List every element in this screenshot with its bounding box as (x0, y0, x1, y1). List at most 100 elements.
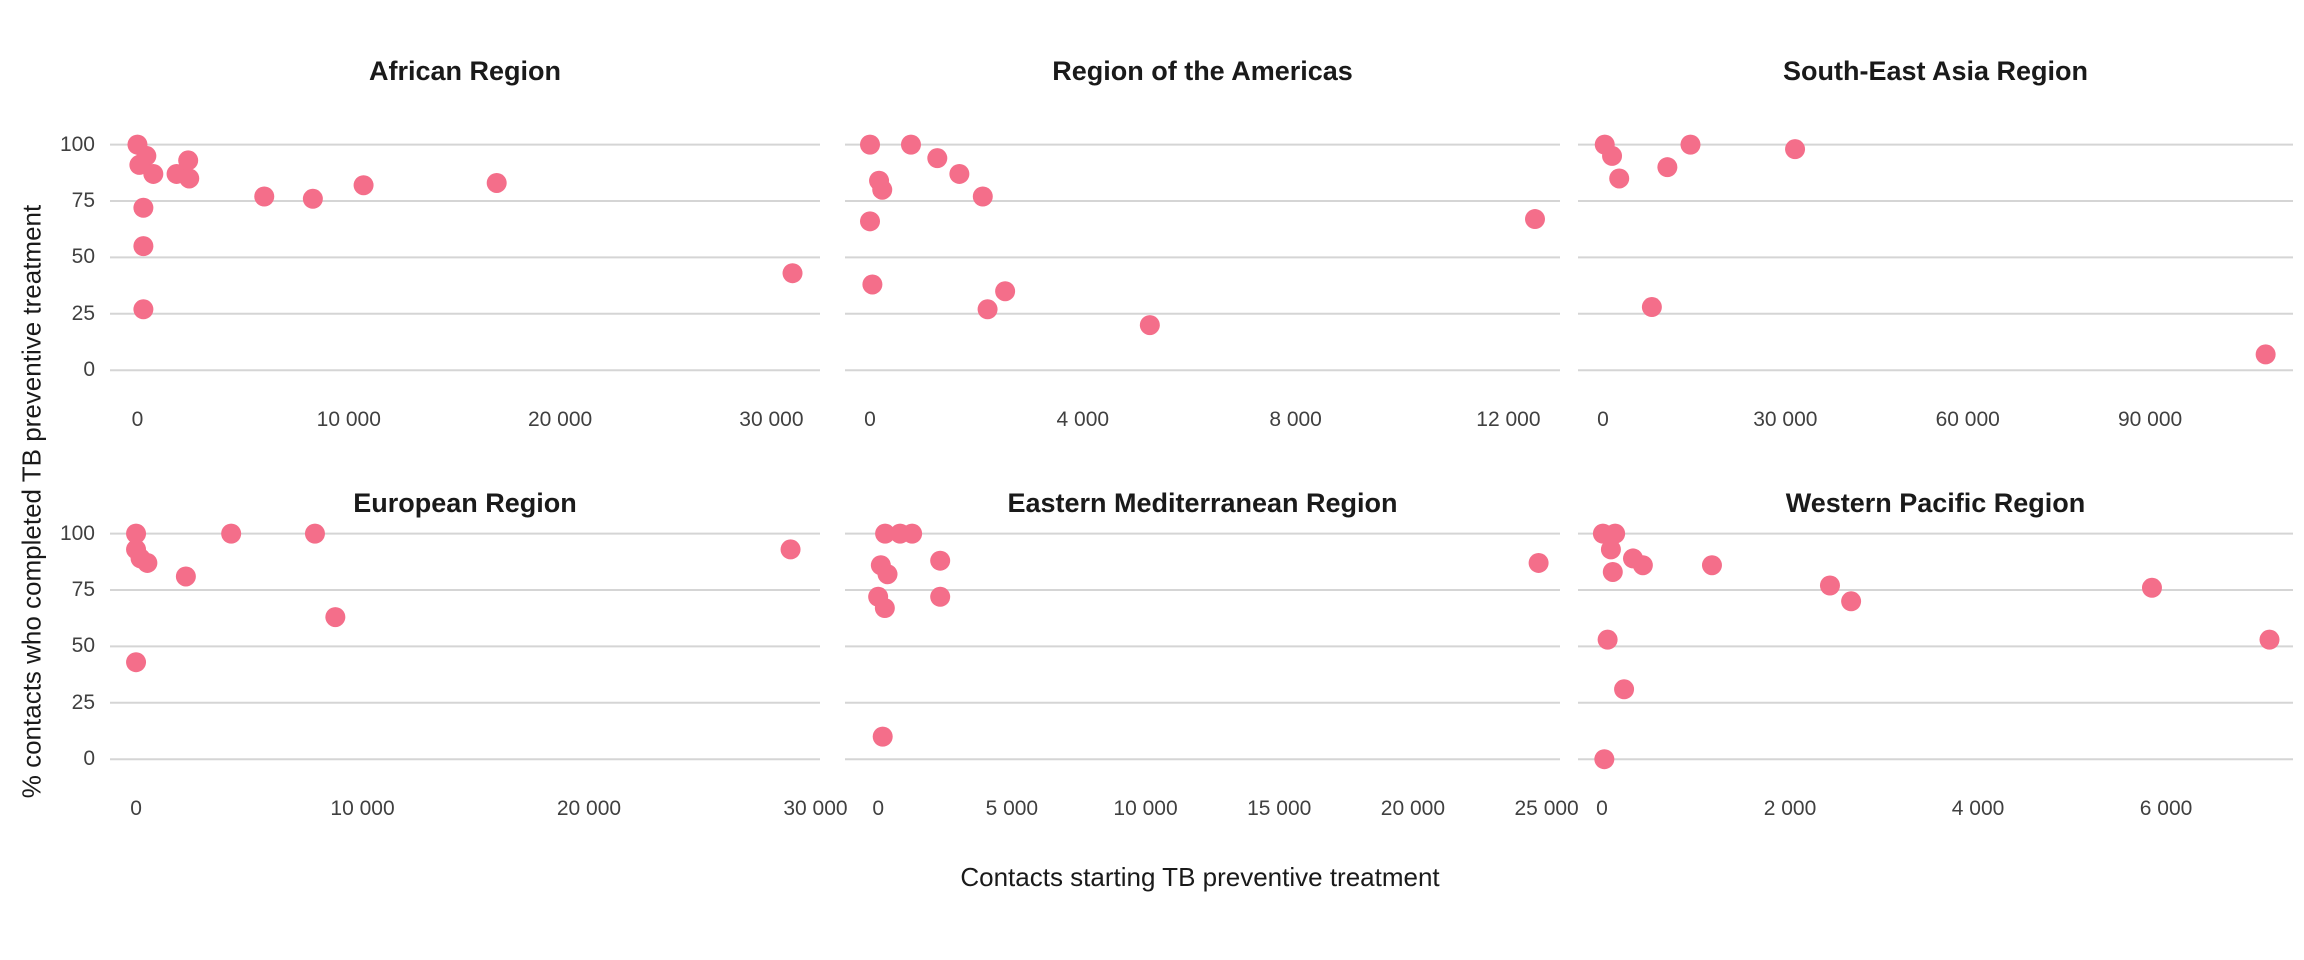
data-point (2141, 577, 2162, 598)
data-point (1597, 629, 1618, 650)
data-point (221, 523, 242, 544)
x-tick-label: 4 000 (1951, 797, 2005, 820)
data-point (872, 179, 893, 200)
x-tick-label: 10 000 (316, 408, 381, 431)
data-point (1819, 575, 1840, 596)
x-tick-label: 0 (131, 408, 144, 431)
data-point (1614, 679, 1635, 700)
y-tick-label: 25 (71, 690, 95, 714)
data-point (1841, 591, 1862, 612)
data-point (1641, 297, 1662, 318)
plot-area (110, 523, 820, 761)
data-point (126, 523, 147, 544)
x-tick-label: 20 000 (556, 797, 622, 820)
data-point (1605, 523, 1626, 544)
x-tick-label: 0 (130, 797, 142, 820)
facet-title: South-East Asia Region (1782, 56, 2089, 86)
data-point (1680, 134, 1701, 155)
x-tick-label: 15 000 (1247, 797, 1312, 820)
facet-title: Western Pacific Region (1785, 488, 2086, 518)
data-point (175, 566, 196, 587)
facet-title: African Region (368, 56, 562, 86)
data-point (930, 550, 951, 571)
y-tick-label: 75 (71, 189, 95, 212)
y-tick-label: 25 (71, 301, 95, 325)
x-tick-label: 20 000 (527, 408, 593, 431)
plot-area (845, 523, 1560, 761)
data-point (782, 263, 803, 284)
facet-title: Region of the Americas (1052, 56, 1353, 86)
data-point (133, 197, 154, 218)
data-point (1785, 139, 1806, 160)
data-point (325, 607, 346, 628)
x-tick-label: 25 000 (1514, 797, 1579, 820)
data-point (353, 175, 374, 196)
data-point (1524, 209, 1545, 230)
x-tick-label: 10 000 (330, 797, 395, 820)
plot-area (1578, 134, 2293, 372)
data-point (860, 134, 881, 155)
data-point (1594, 749, 1615, 770)
x-tick-label: 20 000 (1380, 797, 1446, 820)
plot-area (110, 134, 820, 372)
data-point (780, 539, 801, 560)
y-tick-label: 50 (71, 634, 95, 658)
data-point (949, 163, 970, 184)
x-tick-label: 30 000 (783, 797, 848, 820)
data-point (126, 652, 147, 673)
x-tick-label: 30 000 (739, 408, 804, 431)
data-point (302, 188, 323, 209)
data-point (178, 150, 199, 171)
plot-area (1578, 523, 2293, 770)
y-tick-label: 75 (71, 578, 95, 601)
data-point (977, 299, 998, 320)
x-tick-label: 60 000 (1935, 408, 2000, 431)
data-point (875, 523, 896, 544)
y-tick-label: 0 (83, 747, 95, 771)
data-point (1602, 561, 1623, 582)
data-point (304, 523, 325, 544)
data-point (143, 163, 164, 184)
data-point (874, 598, 895, 619)
data-point (900, 134, 921, 155)
data-point (133, 236, 154, 257)
data-point (1657, 157, 1678, 178)
data-point (930, 586, 951, 607)
x-tick-label: 90 000 (2117, 408, 2183, 431)
x-tick-label: 4 000 (1056, 408, 1110, 431)
data-point (995, 281, 1016, 302)
data-point (1600, 539, 1621, 560)
data-point (133, 299, 154, 320)
data-point (1701, 555, 1722, 576)
data-point (1139, 315, 1160, 336)
y-tick-label: 100 (59, 132, 95, 156)
data-point (1609, 168, 1630, 189)
data-point (877, 564, 898, 585)
facet-title: European Region (353, 488, 577, 518)
data-point (927, 148, 948, 169)
x-tick-label: 0 (1596, 797, 1608, 820)
x-tick-label: 0 (1597, 408, 1609, 431)
data-point (486, 172, 507, 193)
x-tick-label: 6 000 (2139, 797, 2193, 820)
data-point (860, 211, 881, 232)
x-tick-label: 0 (864, 408, 876, 431)
data-point (1632, 555, 1653, 576)
data-point (872, 726, 893, 747)
x-tick-label: 12 000 (1476, 408, 1541, 431)
data-point (137, 552, 158, 573)
data-point (254, 186, 275, 207)
y-tick-label: 100 (59, 521, 95, 545)
x-tick-label: 2 000 (1763, 797, 1817, 820)
data-point (2259, 629, 2280, 650)
x-tick-label: 8 000 (1269, 408, 1322, 431)
data-point (179, 168, 200, 189)
x-tick-label: 0 (872, 797, 884, 820)
x-tick-label: 10 000 (1113, 797, 1178, 820)
x-tick-label: 5 000 (985, 797, 1039, 820)
plot-area (845, 134, 1560, 372)
x-tick-label: 30 000 (1753, 408, 1818, 431)
facet-title: Eastern Mediterranean Region (1007, 488, 1398, 518)
data-point (1602, 145, 1623, 166)
